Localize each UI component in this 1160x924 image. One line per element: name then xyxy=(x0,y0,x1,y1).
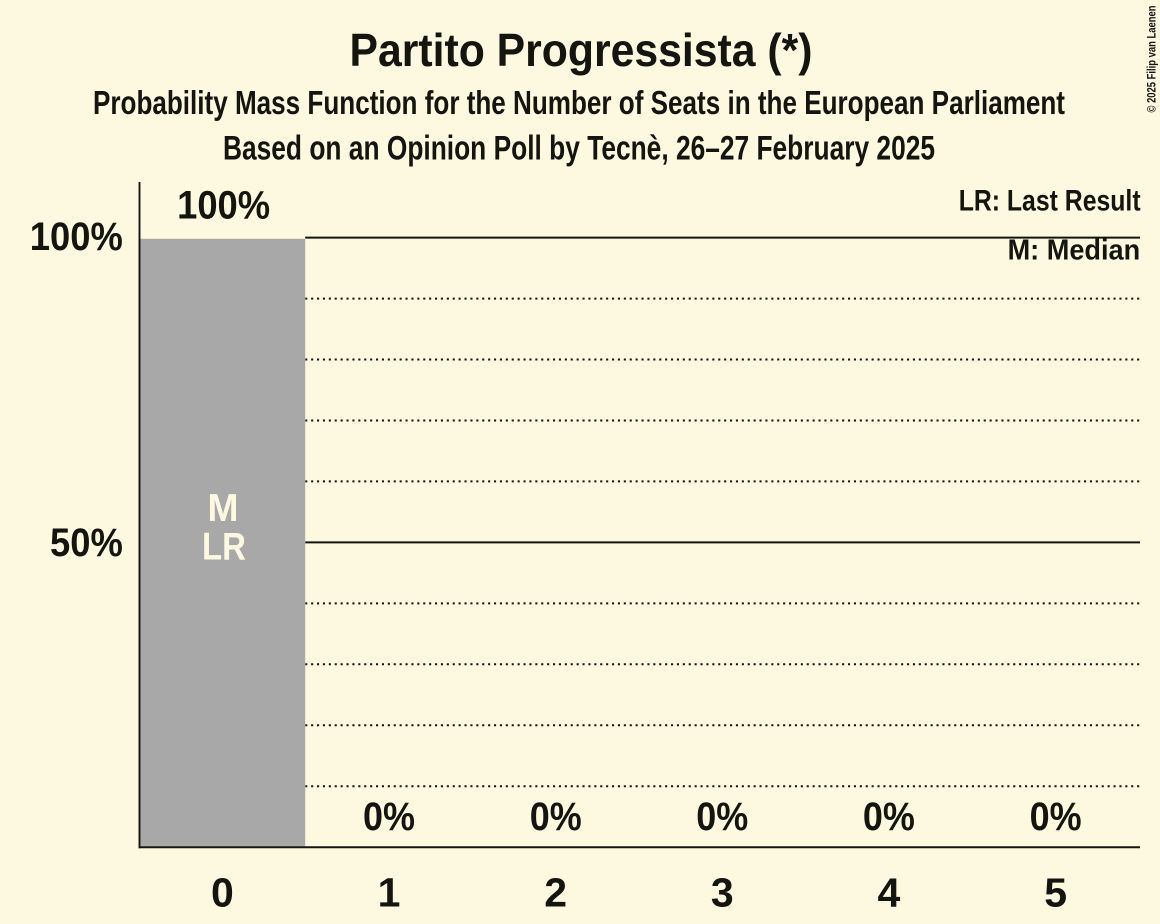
svg-text:Based on an Opinion Poll by Te: Based on an Opinion Poll by Tecnè, 26–27… xyxy=(223,130,935,168)
svg-text:100%: 100% xyxy=(30,215,123,259)
svg-text:LR: Last Result: LR: Last Result xyxy=(959,184,1141,217)
svg-text:0%: 0% xyxy=(863,795,915,839)
svg-text:50%: 50% xyxy=(50,521,123,565)
svg-text:M: Median: M: Median xyxy=(1008,234,1141,266)
svg-text:100%: 100% xyxy=(177,183,270,227)
svg-text:LR: LR xyxy=(202,525,246,568)
svg-text:Partito Progressista (*): Partito Progressista (*) xyxy=(350,24,813,76)
svg-text:0%: 0% xyxy=(363,795,415,839)
svg-text:Probability Mass Function for: Probability Mass Function for the Number… xyxy=(93,85,1065,122)
svg-text:M: M xyxy=(208,487,239,530)
svg-text:0%: 0% xyxy=(1030,795,1082,839)
svg-text:3: 3 xyxy=(711,869,734,915)
svg-text:1: 1 xyxy=(378,869,401,915)
svg-text:2: 2 xyxy=(544,869,567,915)
svg-text:© 2025 Filip van Laenen: © 2025 Filip van Laenen xyxy=(1144,6,1158,113)
svg-text:0%: 0% xyxy=(530,795,582,839)
svg-text:0: 0 xyxy=(211,869,234,915)
svg-text:4: 4 xyxy=(877,869,900,915)
svg-text:5: 5 xyxy=(1044,869,1067,915)
svg-text:0%: 0% xyxy=(696,795,748,839)
